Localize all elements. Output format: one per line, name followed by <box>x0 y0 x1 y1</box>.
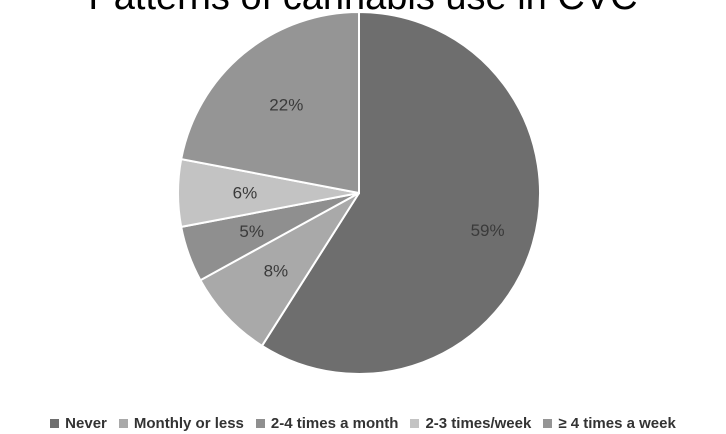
legend-item: 2-3 times/week <box>410 415 531 432</box>
pie-slice-labels: 59% 8% 5% 6% 22% <box>233 96 505 281</box>
slice-data-label: 6% <box>233 184 258 203</box>
legend-label: Never <box>65 414 107 432</box>
pie-slice-monthly-or-less <box>199 192 360 348</box>
legend-label: 2-3 times/week <box>425 414 532 432</box>
pie-slice-never <box>260 10 541 375</box>
slice-data-label: 5% <box>239 222 264 241</box>
legend-swatch <box>543 418 553 428</box>
legend-swatch <box>118 418 128 428</box>
slice-data-label: 22% <box>269 96 303 115</box>
legend-label: Monthly or less <box>133 414 244 432</box>
legend-item: Never <box>50 415 107 432</box>
legend-item: Monthly or less <box>118 414 244 432</box>
legend-item: 2-4 times a month <box>255 414 399 432</box>
slice-data-label: 8% <box>264 262 289 281</box>
slice-data-label: 59% <box>471 221 505 240</box>
legend-label: 2-4 times a month <box>270 414 399 432</box>
legend-swatch <box>410 418 420 428</box>
chart-legend: Never Monthly or less 2-4 times a month 2-3… <box>0 413 726 433</box>
pie-slice-4-times-a-week <box>180 10 360 195</box>
legend-item: ≥ 4 times a week <box>543 414 676 432</box>
legend-swatch <box>255 418 265 428</box>
pie-slices <box>177 10 541 375</box>
legend-swatch <box>50 418 60 428</box>
chart-title: Patterns of cannabis use in CVC <box>0 0 726 19</box>
legend-label: ≥ 4 times a week <box>558 414 676 432</box>
